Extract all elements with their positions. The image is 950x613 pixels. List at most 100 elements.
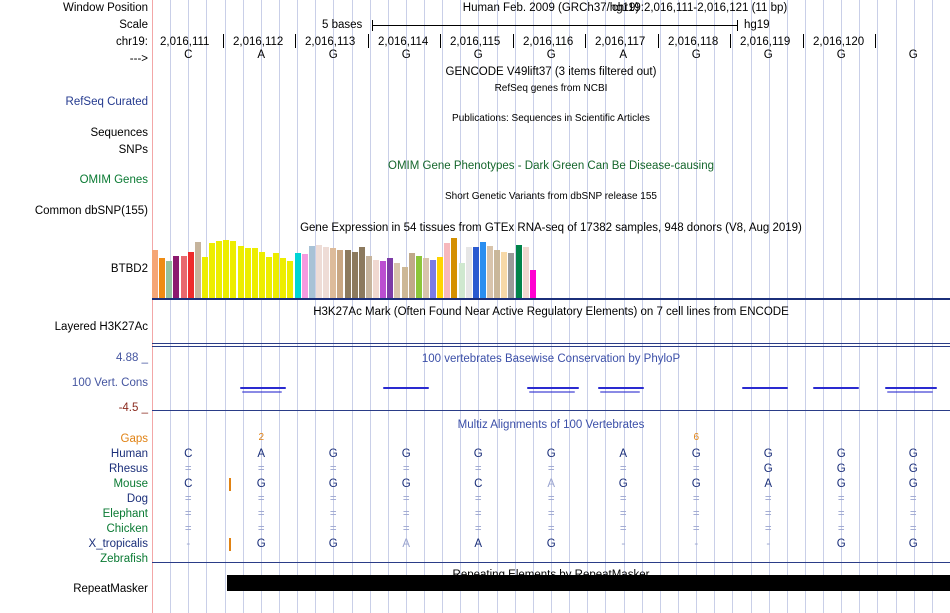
alignment-base-rhesus[interactable]: G (908, 463, 918, 475)
alignment-base-elephant[interactable]: = (402, 508, 410, 520)
alignment-base-mouse[interactable]: G (836, 478, 846, 490)
gtex-tissue-bar[interactable] (266, 257, 273, 298)
track-label-rhesus[interactable]: Rhesus (109, 463, 148, 475)
alignment-base-mouse[interactable]: A (547, 478, 556, 490)
phylop-track-title[interactable]: 100 vertebrates Basewise Conservation by… (421, 353, 681, 365)
alignment-base-x_tropicalis[interactable]: G (256, 538, 266, 550)
alignment-base-mouse[interactable]: C (184, 478, 193, 490)
alignment-base-human[interactable]: G (401, 448, 411, 460)
alignment-base-x_tropicalis[interactable]: G (836, 538, 846, 550)
alignment-base-dog[interactable]: = (329, 493, 337, 505)
alignment-base-mouse[interactable]: G (691, 478, 701, 490)
track-label-chr19[interactable]: chr19: (116, 36, 148, 48)
alignment-base-rhesus[interactable]: = (402, 463, 410, 475)
alignment-base-x_tropicalis[interactable]: - (694, 538, 699, 550)
gtex-tissue-bar[interactable] (344, 250, 351, 298)
track-label-4-5[interactable]: -4.5 _ (118, 402, 148, 414)
alignment-base-chicken[interactable]: = (184, 523, 192, 535)
alignment-base-chicken[interactable]: = (692, 523, 700, 535)
conservation-score-mark[interactable] (383, 384, 429, 394)
alignment-base-rhesus[interactable]: = (184, 463, 192, 475)
alignment-base-dog[interactable]: = (474, 493, 482, 505)
track-label-btbd2[interactable]: BTBD2 (110, 263, 148, 275)
alignment-base-x_tropicalis[interactable]: A (474, 538, 483, 550)
alignment-base-human[interactable]: A (619, 448, 628, 460)
gtex-tissue-bar[interactable] (529, 270, 536, 298)
alignment-base-elephant[interactable]: = (837, 508, 845, 520)
omim-track-title[interactable]: OMIM Gene Phenotypes - Dark Green Can Be… (388, 160, 714, 172)
conservation-score-mark[interactable] (742, 384, 788, 394)
gtex-tissue-bar[interactable] (166, 260, 173, 298)
alignment-base-chicken[interactable]: = (909, 523, 917, 535)
alignment-base-elephant[interactable]: = (692, 508, 700, 520)
alignment-base-x_tropicalis[interactable]: A (402, 538, 411, 550)
gtex-tissue-bar[interactable] (216, 240, 223, 298)
gtex-tissue-bar[interactable] (415, 255, 422, 298)
alignment-base-elephant[interactable]: = (474, 508, 482, 520)
alignment-base-rhesus[interactable]: = (257, 463, 265, 475)
gtex-tissue-bar[interactable] (308, 245, 315, 298)
alignment-base-human[interactable]: G (328, 448, 338, 460)
gtex-tissue-bar[interactable] (458, 263, 465, 298)
position-text[interactable]: chr19:2,016,111-2,016,121 (11 bp) (612, 2, 788, 14)
gtex-tissue-bar[interactable] (337, 249, 344, 298)
alignment-base-mouse[interactable]: G (618, 478, 628, 490)
gtex-tissue-bar[interactable] (223, 240, 230, 298)
alignment-base-dog[interactable]: = (547, 493, 555, 505)
alignment-base-elephant[interactable]: = (619, 508, 627, 520)
alignment-base-chicken[interactable]: = (474, 523, 482, 535)
gtex-tissue-bar[interactable] (323, 247, 330, 298)
alignment-base-human[interactable]: G (908, 448, 918, 460)
gtex-tissue-bar[interactable] (159, 258, 166, 298)
alignment-base-rhesus[interactable]: = (329, 463, 337, 475)
gtex-tissue-bar[interactable] (408, 253, 415, 298)
gtex-tissue-bar[interactable] (187, 252, 194, 298)
gtex-tissue-bar[interactable] (201, 257, 208, 298)
alignment-base-human[interactable]: G (473, 448, 483, 460)
alignment-base-rhesus[interactable]: G (763, 463, 773, 475)
track-label-human[interactable]: Human (110, 448, 148, 460)
gtex-tissue-bar[interactable] (194, 242, 201, 298)
gtex-tissue-bar[interactable] (294, 252, 301, 298)
gtex-tissue-bar[interactable] (230, 240, 237, 298)
track-label-scale[interactable]: Scale (119, 19, 148, 31)
gtex-tissue-bar[interactable] (351, 252, 358, 298)
alignment-base-rhesus[interactable]: = (619, 463, 627, 475)
refseq-track-title[interactable]: RefSeq genes from NCBI (494, 83, 608, 94)
gtex-tissue-bar[interactable] (330, 248, 337, 298)
track-label-snps[interactable]: SNPs (118, 144, 148, 156)
gtex-tissue-bar[interactable] (472, 247, 479, 298)
gtex-tissue-bar[interactable] (209, 243, 216, 298)
gtex-tissue-bar[interactable] (465, 247, 472, 298)
gtex-tissue-bar[interactable] (180, 255, 187, 298)
alignment-base-elephant[interactable]: = (184, 508, 192, 520)
track-label-gaps[interactable]: Gaps (120, 433, 149, 445)
gtex-expression-barchart[interactable] (152, 236, 537, 298)
alignment-base-chicken[interactable]: = (547, 523, 555, 535)
gtex-tissue-bar[interactable] (244, 248, 251, 298)
browser-data-area[interactable]: 2,016,111 2,016,112 2,016,113 2,016,114 2,01… (152, 0, 950, 613)
alignment-base-dog[interactable]: = (909, 493, 917, 505)
gtex-tissue-bar[interactable] (515, 244, 522, 298)
track-label-mouse[interactable]: Mouse (113, 478, 148, 490)
multiz-track-title[interactable]: Multiz Alignments of 100 Vertebrates (457, 419, 645, 431)
gtex-tissue-bar[interactable] (479, 242, 486, 298)
alignment-base-x_tropicalis[interactable]: G (328, 538, 338, 550)
alignment-base-mouse[interactable]: C (474, 478, 483, 490)
alignment-base-human[interactable]: G (836, 448, 846, 460)
alignment-base-human[interactable]: A (257, 448, 266, 460)
track-label-window-position[interactable]: Window Position (62, 2, 148, 14)
alignment-base-human[interactable]: C (184, 448, 193, 460)
h3k27ac-track-title[interactable]: H3K27Ac Mark (Often Found Near Active Re… (313, 306, 789, 318)
conservation-score-mark[interactable] (813, 384, 859, 394)
alignment-base-human[interactable]: G (691, 448, 701, 460)
gtex-tissue-bar[interactable] (301, 253, 308, 298)
alignment-base-dog[interactable]: = (184, 493, 192, 505)
alignment-base-chicken[interactable]: = (837, 523, 845, 535)
repeatmasker-element-bar[interactable] (227, 575, 950, 591)
alignment-base-mouse[interactable]: G (328, 478, 338, 490)
track-label-chicken[interactable]: Chicken (106, 523, 148, 535)
conservation-score-mark[interactable] (598, 384, 644, 394)
dbsnp-track-title[interactable]: Short Genetic Variants from dbSNP releas… (445, 191, 657, 202)
alignment-base-chicken[interactable]: = (619, 523, 627, 535)
